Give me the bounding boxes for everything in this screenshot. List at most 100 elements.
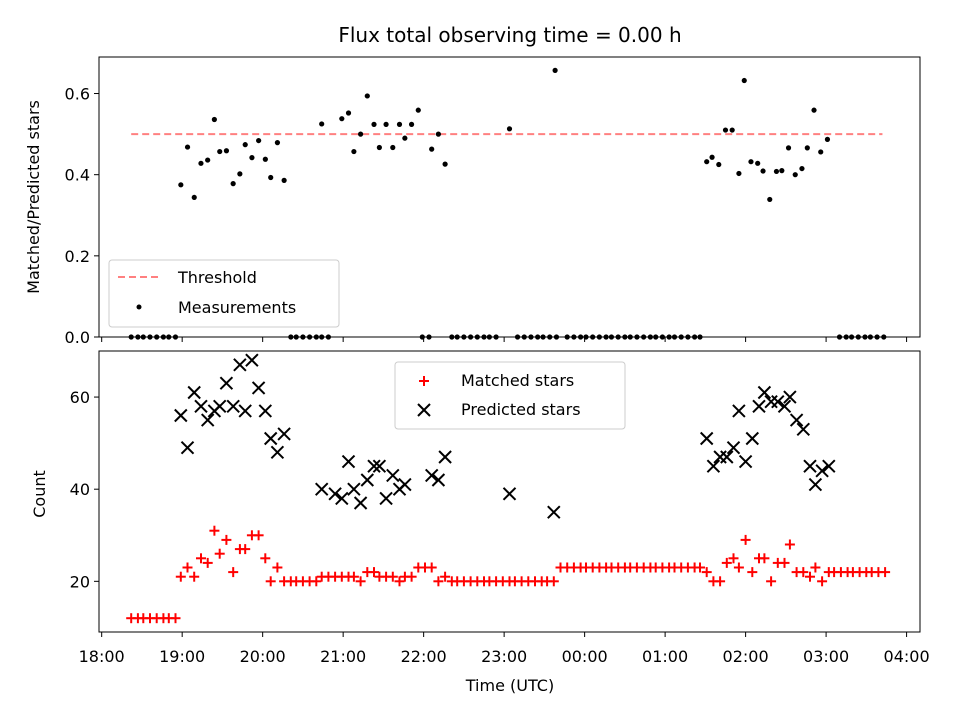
predicted-point [699,431,714,446]
predicted-point [815,464,829,478]
x-tick-label: 02:00 [723,647,769,666]
predicted-point [752,399,766,414]
matched-point [265,576,276,587]
predicted-point [233,358,247,372]
predicted-point [245,353,259,367]
predicted-point [263,431,278,446]
predicted-point [341,454,356,469]
measurement-point [281,177,287,183]
matched-point [202,557,213,568]
ratio-x-ticks [101,337,908,342]
matched-point [440,571,451,582]
predicted-point [219,376,234,390]
matched-point [182,562,193,573]
measurement-point [402,135,408,141]
measurement-point [736,170,742,177]
measurement-point [552,67,558,73]
matched-point [348,571,359,582]
measurement-point [818,149,824,155]
predicted-point [789,413,804,427]
predicted-point [726,440,741,455]
measurement-point [211,116,217,123]
x-tick-label: 22:00 [401,647,447,666]
matched-point [766,576,777,587]
measurement-point [230,181,236,187]
measurement-point [274,140,281,146]
measurement-point [773,168,780,175]
predicted-point [822,459,836,473]
matched-point [228,567,239,578]
y-tick-label: 0.0 [65,328,90,347]
measurement-point [442,161,448,167]
measurement-point [178,182,184,188]
counts-legend: Matched stars Predicted stars [394,361,626,430]
measurement-point [205,157,211,163]
predicted-point [783,390,797,404]
predicted-point [424,468,439,483]
predicted-legend-label: Predicted stars [461,400,581,419]
y-tick-label: 20 [70,572,90,591]
predicted-point [771,394,785,409]
matched-point [779,557,790,568]
measurements-legend-swatch [136,304,142,310]
x-tick-label: 19:00 [159,647,205,666]
matched-point [406,571,417,582]
predicted-point [314,482,329,496]
predicted-point [226,399,240,414]
predicted-point [180,440,195,455]
threshold-legend-label: Threshold [177,268,257,287]
measurement-point [779,168,785,174]
ratio-legend: Threshold Measurements [108,259,340,328]
measurement-point [390,144,396,151]
predicted-point [706,459,721,473]
predicted-point [258,404,273,418]
matched-point [369,567,379,578]
measurement-point [767,196,773,203]
ratio-y-label: Matched/Predicted stars [24,100,43,294]
matched-point [759,553,770,564]
matched-point [740,534,751,545]
matched-point [189,571,200,582]
measurement-point [408,121,415,127]
predicted-point [547,505,561,519]
measurement-point [351,148,357,155]
matched-point [880,567,891,578]
predicted-point [738,454,753,469]
ratio-y-axis: 0.0 0.2 0.4 0.6 [65,85,99,347]
measurement-point [223,148,230,154]
matched-legend-swatch [419,376,429,386]
y-tick-label: 0.6 [65,85,90,104]
matched-point [817,576,828,587]
counts-panel-marks [126,353,891,624]
predicted-point [335,491,349,506]
predicted-point [212,399,227,414]
predicted-point [360,473,375,487]
predicted-point [803,459,817,473]
measurement-point [364,93,370,99]
predicted-point [431,473,446,487]
measurement-point [383,121,389,127]
predicted-point [251,381,266,395]
predicted-point [386,468,400,483]
x-tick-label: 20:00 [240,647,286,666]
ratio-panel-frame [98,56,921,338]
predicted-point [745,431,760,446]
matched-point [221,534,232,545]
x-tick-label: 18:00 [79,647,125,666]
measurement-point [198,160,204,166]
predicted-point [353,496,368,510]
matched-point [733,562,744,573]
matched-point [798,567,809,578]
matched-point [805,571,815,582]
measurement-point [799,165,805,172]
y-tick-label: 0.4 [65,166,90,185]
predicted-point [398,477,412,492]
measurement-point [785,145,792,151]
predicted-point [720,450,734,464]
counts-legend-box [394,361,626,430]
measurement-point [319,121,325,127]
measurement-point [376,144,382,151]
predicted-point [367,459,381,473]
x-tick-label: 01:00 [642,647,688,666]
measurement-point [824,136,831,142]
